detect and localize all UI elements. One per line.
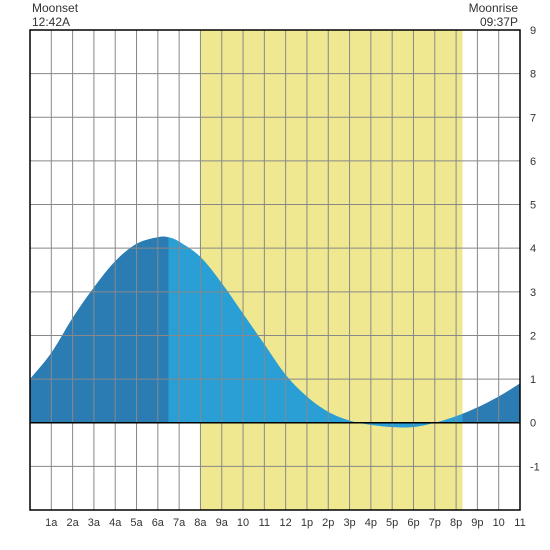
x-tick-label: 5a — [130, 517, 143, 529]
x-tick-label: 7a — [173, 517, 186, 529]
x-tick-label: 4a — [109, 517, 122, 529]
y-tick-label: 5 — [530, 200, 536, 212]
x-tick-label: 9a — [216, 517, 229, 529]
moonrise-label: Moonrise — [469, 1, 519, 15]
x-tick-label: 7p — [429, 517, 441, 529]
x-tick-label: 1a — [45, 517, 58, 529]
daylight-band — [200, 30, 462, 510]
y-tick-label: 4 — [530, 243, 536, 255]
y-tick-label: 6 — [530, 156, 536, 168]
y-tick-label: 8 — [530, 69, 536, 81]
x-tick-label: 9p — [471, 517, 483, 529]
moonrise-time: 09:37P — [480, 15, 518, 29]
x-tick-label: 6p — [407, 517, 419, 529]
x-tick-label: 3p — [343, 517, 355, 529]
x-tick-label: 5p — [386, 517, 398, 529]
y-tick-label: -1 — [530, 461, 540, 473]
x-tick-label: 12 — [280, 517, 292, 529]
y-tick-label: 0 — [530, 418, 536, 430]
x-tick-label: 2p — [322, 517, 334, 529]
y-tick-label: 7 — [530, 112, 536, 124]
x-tick-label: 4p — [365, 517, 377, 529]
x-tick-label: 11 — [259, 517, 270, 529]
y-tick-label: 9 — [530, 25, 536, 37]
moonset-label: Moonset — [32, 1, 79, 15]
x-tick-label: 10 — [237, 517, 249, 529]
y-tick-label: 3 — [530, 287, 536, 299]
x-tick-label: 10 — [493, 517, 505, 529]
x-tick-label: 2a — [66, 517, 79, 529]
chart-svg: 1a2a3a4a5a6a7a8a9a1011121p2p3p4p5p6p7p8p… — [0, 0, 550, 550]
tide-chart: 1a2a3a4a5a6a7a8a9a1011121p2p3p4p5p6p7p8p… — [0, 0, 550, 550]
x-tick-label: 11 — [514, 517, 525, 529]
moonset-time: 12:42A — [32, 15, 70, 29]
x-tick-label: 6a — [152, 517, 165, 529]
y-tick-label: 1 — [530, 374, 536, 386]
y-tick-label: 2 — [530, 330, 536, 342]
x-tick-label: 1p — [301, 517, 313, 529]
x-tick-label: 3a — [88, 517, 101, 529]
x-tick-label: 8a — [194, 517, 207, 529]
x-tick-label: 8p — [450, 517, 462, 529]
